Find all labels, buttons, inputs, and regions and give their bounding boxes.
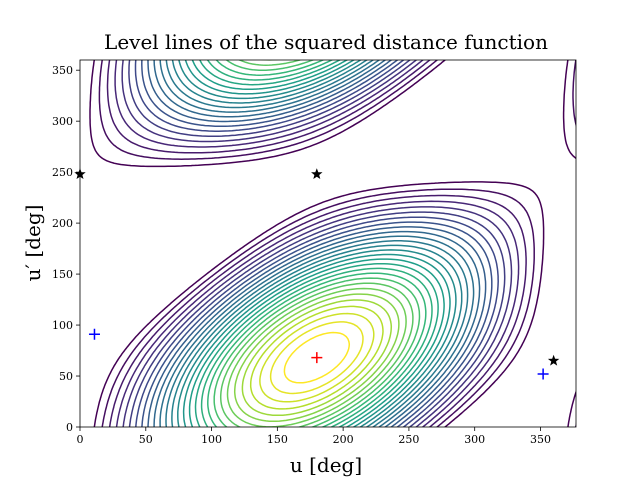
- x-axis-ticks: 0 50 100 150 200 250 300 350: [77, 427, 551, 446]
- contour-line: [165, 60, 469, 427]
- x-axis-label: u [deg]: [290, 453, 362, 477]
- x-tick-label: 200: [333, 433, 354, 446]
- x-tick-label: 350: [530, 433, 551, 446]
- contour-line: [194, 60, 439, 427]
- chart-title: Level lines of the squared distance func…: [104, 30, 548, 54]
- contour-line: [89, 60, 576, 427]
- contour-line: [114, 60, 520, 427]
- contour-lines: [89, 60, 576, 427]
- contour-line: [106, 60, 527, 427]
- contour-line: [134, 60, 499, 427]
- contour-line: [98, 60, 576, 427]
- contour-line: [226, 60, 407, 427]
- y-tick-label: 300: [52, 115, 73, 128]
- contour-line: [283, 331, 351, 384]
- x-tick-label: 0: [77, 433, 84, 446]
- contour-line: [269, 321, 364, 395]
- contour-line: [241, 299, 393, 417]
- plus-marker: [88, 328, 100, 340]
- plus-marker: [537, 368, 549, 380]
- contour-line: [249, 305, 384, 410]
- y-tick-label: 350: [52, 64, 73, 77]
- contour-line: [171, 60, 463, 427]
- contour-line: [153, 60, 481, 427]
- contour-line: [182, 60, 451, 427]
- contour-line: [121, 60, 513, 427]
- markers: [74, 168, 560, 380]
- contour-line: [233, 293, 400, 423]
- contour-line: [159, 60, 475, 427]
- y-tick-label: 0: [66, 421, 73, 434]
- contour-line: [141, 60, 493, 427]
- contour-line: [207, 60, 427, 427]
- y-tick-label: 150: [52, 268, 73, 281]
- y-tick-label: 50: [59, 370, 73, 383]
- contour-line: [200, 60, 433, 427]
- star-marker: [74, 168, 86, 179]
- x-tick-label: 250: [398, 433, 419, 446]
- contour-line: [259, 312, 375, 403]
- contour-line: [213, 60, 421, 427]
- y-axis-label: u′ [deg]: [21, 205, 45, 282]
- plot-frame: [79, 59, 577, 428]
- minimum-plus-marker: [311, 352, 323, 364]
- contour-line: [177, 60, 457, 427]
- contour-line: [147, 60, 487, 427]
- star-marker: [547, 354, 560, 366]
- y-tick-label: 200: [52, 217, 73, 230]
- y-axis-ticks: 0 50 100 150 200 250 300 350: [52, 64, 80, 434]
- star-marker: [311, 168, 323, 179]
- x-tick-label: 50: [139, 433, 153, 446]
- y-tick-label: 250: [52, 166, 73, 179]
- x-tick-label: 100: [201, 433, 222, 446]
- x-tick-label: 300: [464, 433, 485, 446]
- x-tick-label: 150: [267, 433, 288, 446]
- contour-line: [128, 60, 506, 427]
- contour-line: [188, 60, 445, 427]
- contour-line: [219, 60, 414, 427]
- y-tick-label: 100: [52, 319, 73, 332]
